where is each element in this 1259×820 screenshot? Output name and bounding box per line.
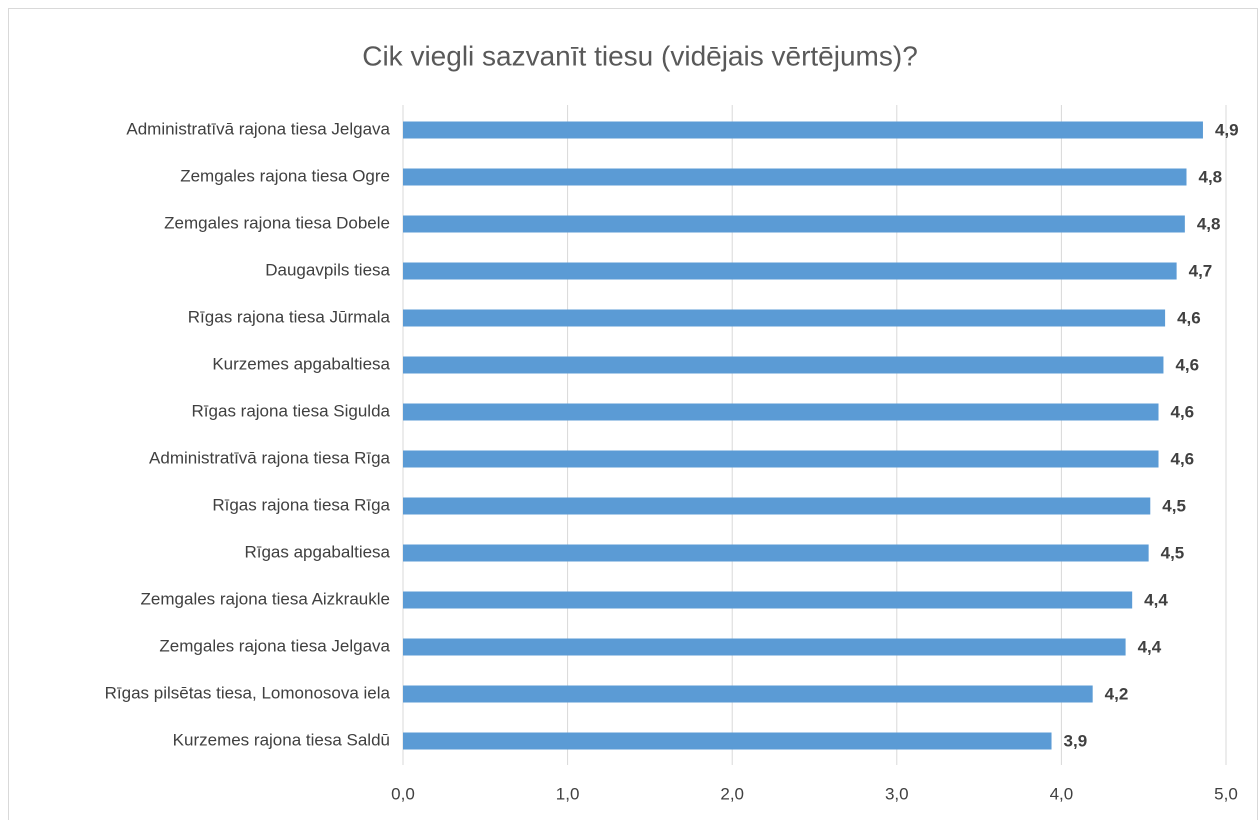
bar xyxy=(403,309,1166,327)
bar xyxy=(403,591,1133,609)
data-label: 4,6 xyxy=(1177,308,1201,327)
x-tick-label: 3,0 xyxy=(885,784,909,803)
y-tick-label: Rīgas apgabaltiesa xyxy=(244,542,390,561)
y-tick-label: Rīgas pilsētas tiesa, Lomonosova iela xyxy=(105,683,391,702)
y-tick-label: Rīgas rajona tiesa Rīga xyxy=(212,495,390,514)
y-tick-label: Daugavpils tiesa xyxy=(265,260,390,279)
data-label: 4,8 xyxy=(1198,167,1222,186)
data-label: 3,9 xyxy=(1064,731,1088,750)
y-tick-label: Rīgas rajona tiesa Sigulda xyxy=(192,401,391,420)
y-tick-label: Administratīvā rajona tiesa Rīga xyxy=(149,448,390,467)
bar xyxy=(403,168,1187,186)
bar xyxy=(403,732,1052,750)
data-label: 4,6 xyxy=(1171,402,1195,421)
data-label: 4,7 xyxy=(1189,261,1213,280)
bar xyxy=(403,685,1093,703)
data-label: 4,4 xyxy=(1138,637,1162,656)
bar xyxy=(403,356,1164,374)
bar xyxy=(403,497,1151,515)
data-label: 4,6 xyxy=(1171,449,1195,468)
data-label: 4,2 xyxy=(1105,684,1129,703)
x-tick-label: 2,0 xyxy=(720,784,744,803)
y-tick-label: Rīgas rajona tiesa Jūrmala xyxy=(188,307,391,326)
y-tick-label: Zemgales rajona tiesa Ogre xyxy=(180,166,390,185)
chart-title: Cik viegli sazvanīt tiesu (vidējais vērt… xyxy=(362,40,918,71)
x-tick-label: 0,0 xyxy=(391,784,415,803)
data-label: 4,5 xyxy=(1161,543,1185,562)
data-label: 4,5 xyxy=(1162,496,1186,515)
data-label: 4,9 xyxy=(1215,120,1239,139)
bar xyxy=(403,638,1126,656)
x-tick-label: 4,0 xyxy=(1050,784,1074,803)
x-tick-label: 5,0 xyxy=(1214,784,1238,803)
y-tick-label: Zemgales rajona tiesa Aizkraukle xyxy=(141,589,390,608)
y-tick-label: Kurzemes rajona tiesa Saldū xyxy=(173,730,390,749)
bar xyxy=(403,450,1159,468)
y-tick-label: Zemgales rajona tiesa Jelgava xyxy=(159,636,390,655)
x-tick-label: 1,0 xyxy=(556,784,580,803)
data-label: 4,8 xyxy=(1197,214,1221,233)
bar xyxy=(403,121,1203,139)
bar xyxy=(403,544,1149,562)
y-tick-label: Zemgales rajona tiesa Dobele xyxy=(164,213,390,232)
bar xyxy=(403,403,1159,421)
bar xyxy=(403,215,1185,233)
y-tick-label: Administratīvā rajona tiesa Jelgava xyxy=(126,119,390,138)
bar xyxy=(403,262,1177,280)
data-label: 4,6 xyxy=(1175,355,1199,374)
y-tick-label: Kurzemes apgabaltiesa xyxy=(212,354,390,373)
data-label: 4,4 xyxy=(1144,590,1168,609)
